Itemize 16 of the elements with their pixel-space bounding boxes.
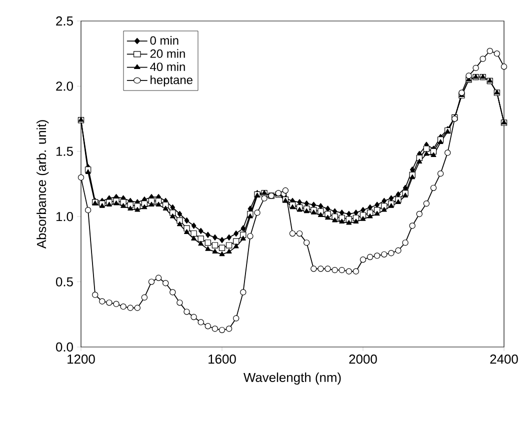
y-tick-label: 1.5 bbox=[56, 146, 73, 156]
x-tick-label: 2000 bbox=[349, 354, 377, 364]
legend-label: 20 min bbox=[150, 49, 185, 58]
x-tick-label: 1600 bbox=[208, 354, 236, 364]
y-tick-label: 1.0 bbox=[56, 212, 73, 222]
x-tick-label: 1200 bbox=[68, 354, 95, 364]
y-tick-label: 2.5 bbox=[56, 16, 73, 26]
y-tick-label: 0.0 bbox=[56, 342, 73, 352]
x-axis-title: Wavelength (nm) bbox=[244, 372, 341, 385]
legend-label: heptane bbox=[150, 75, 192, 87]
legend-label: 40 min bbox=[150, 62, 185, 72]
legend-label: 0 min bbox=[150, 36, 178, 45]
x-tick-label: 2400 bbox=[490, 354, 518, 364]
y-tick-label: 2.0 bbox=[56, 82, 73, 91]
y-tick-label: 0.5 bbox=[56, 277, 73, 286]
y-axis-title: Absorbance (arb. unit) bbox=[36, 120, 49, 249]
